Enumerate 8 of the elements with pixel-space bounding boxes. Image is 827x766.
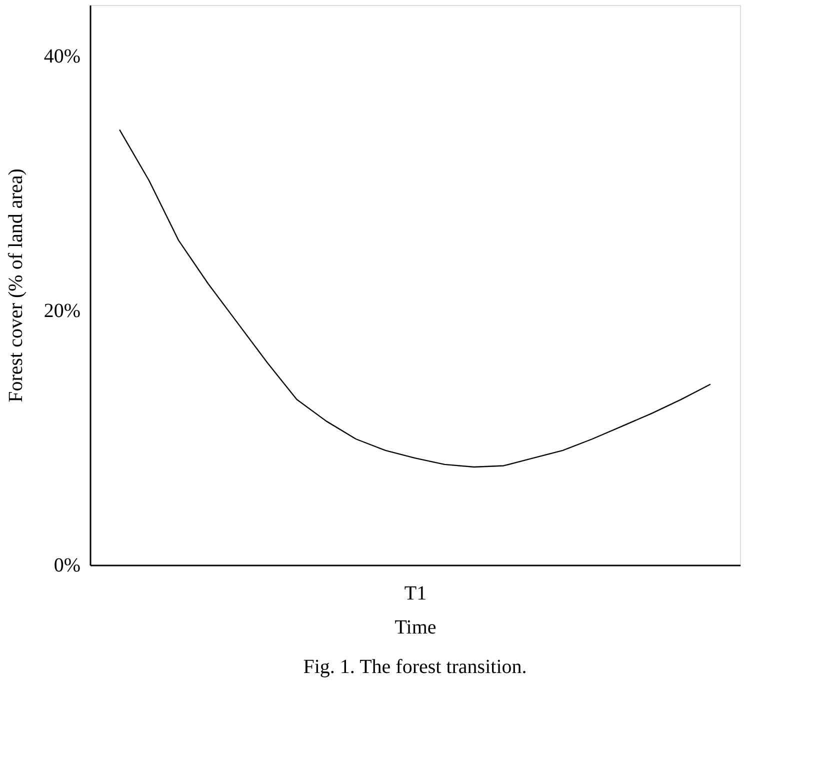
y-tick-label: 0%: [54, 554, 80, 576]
y-axis-title: Forest cover (% of land area): [4, 168, 27, 402]
y-tick-label: 20%: [44, 300, 80, 322]
x-axis-title: Time: [394, 616, 436, 638]
x-tick-label: T1: [404, 582, 427, 604]
caption: Fig. 1. The forest transition.: [303, 656, 527, 678]
line-series: [118, 129, 712, 468]
y-tick-label: 40%: [44, 45, 80, 68]
